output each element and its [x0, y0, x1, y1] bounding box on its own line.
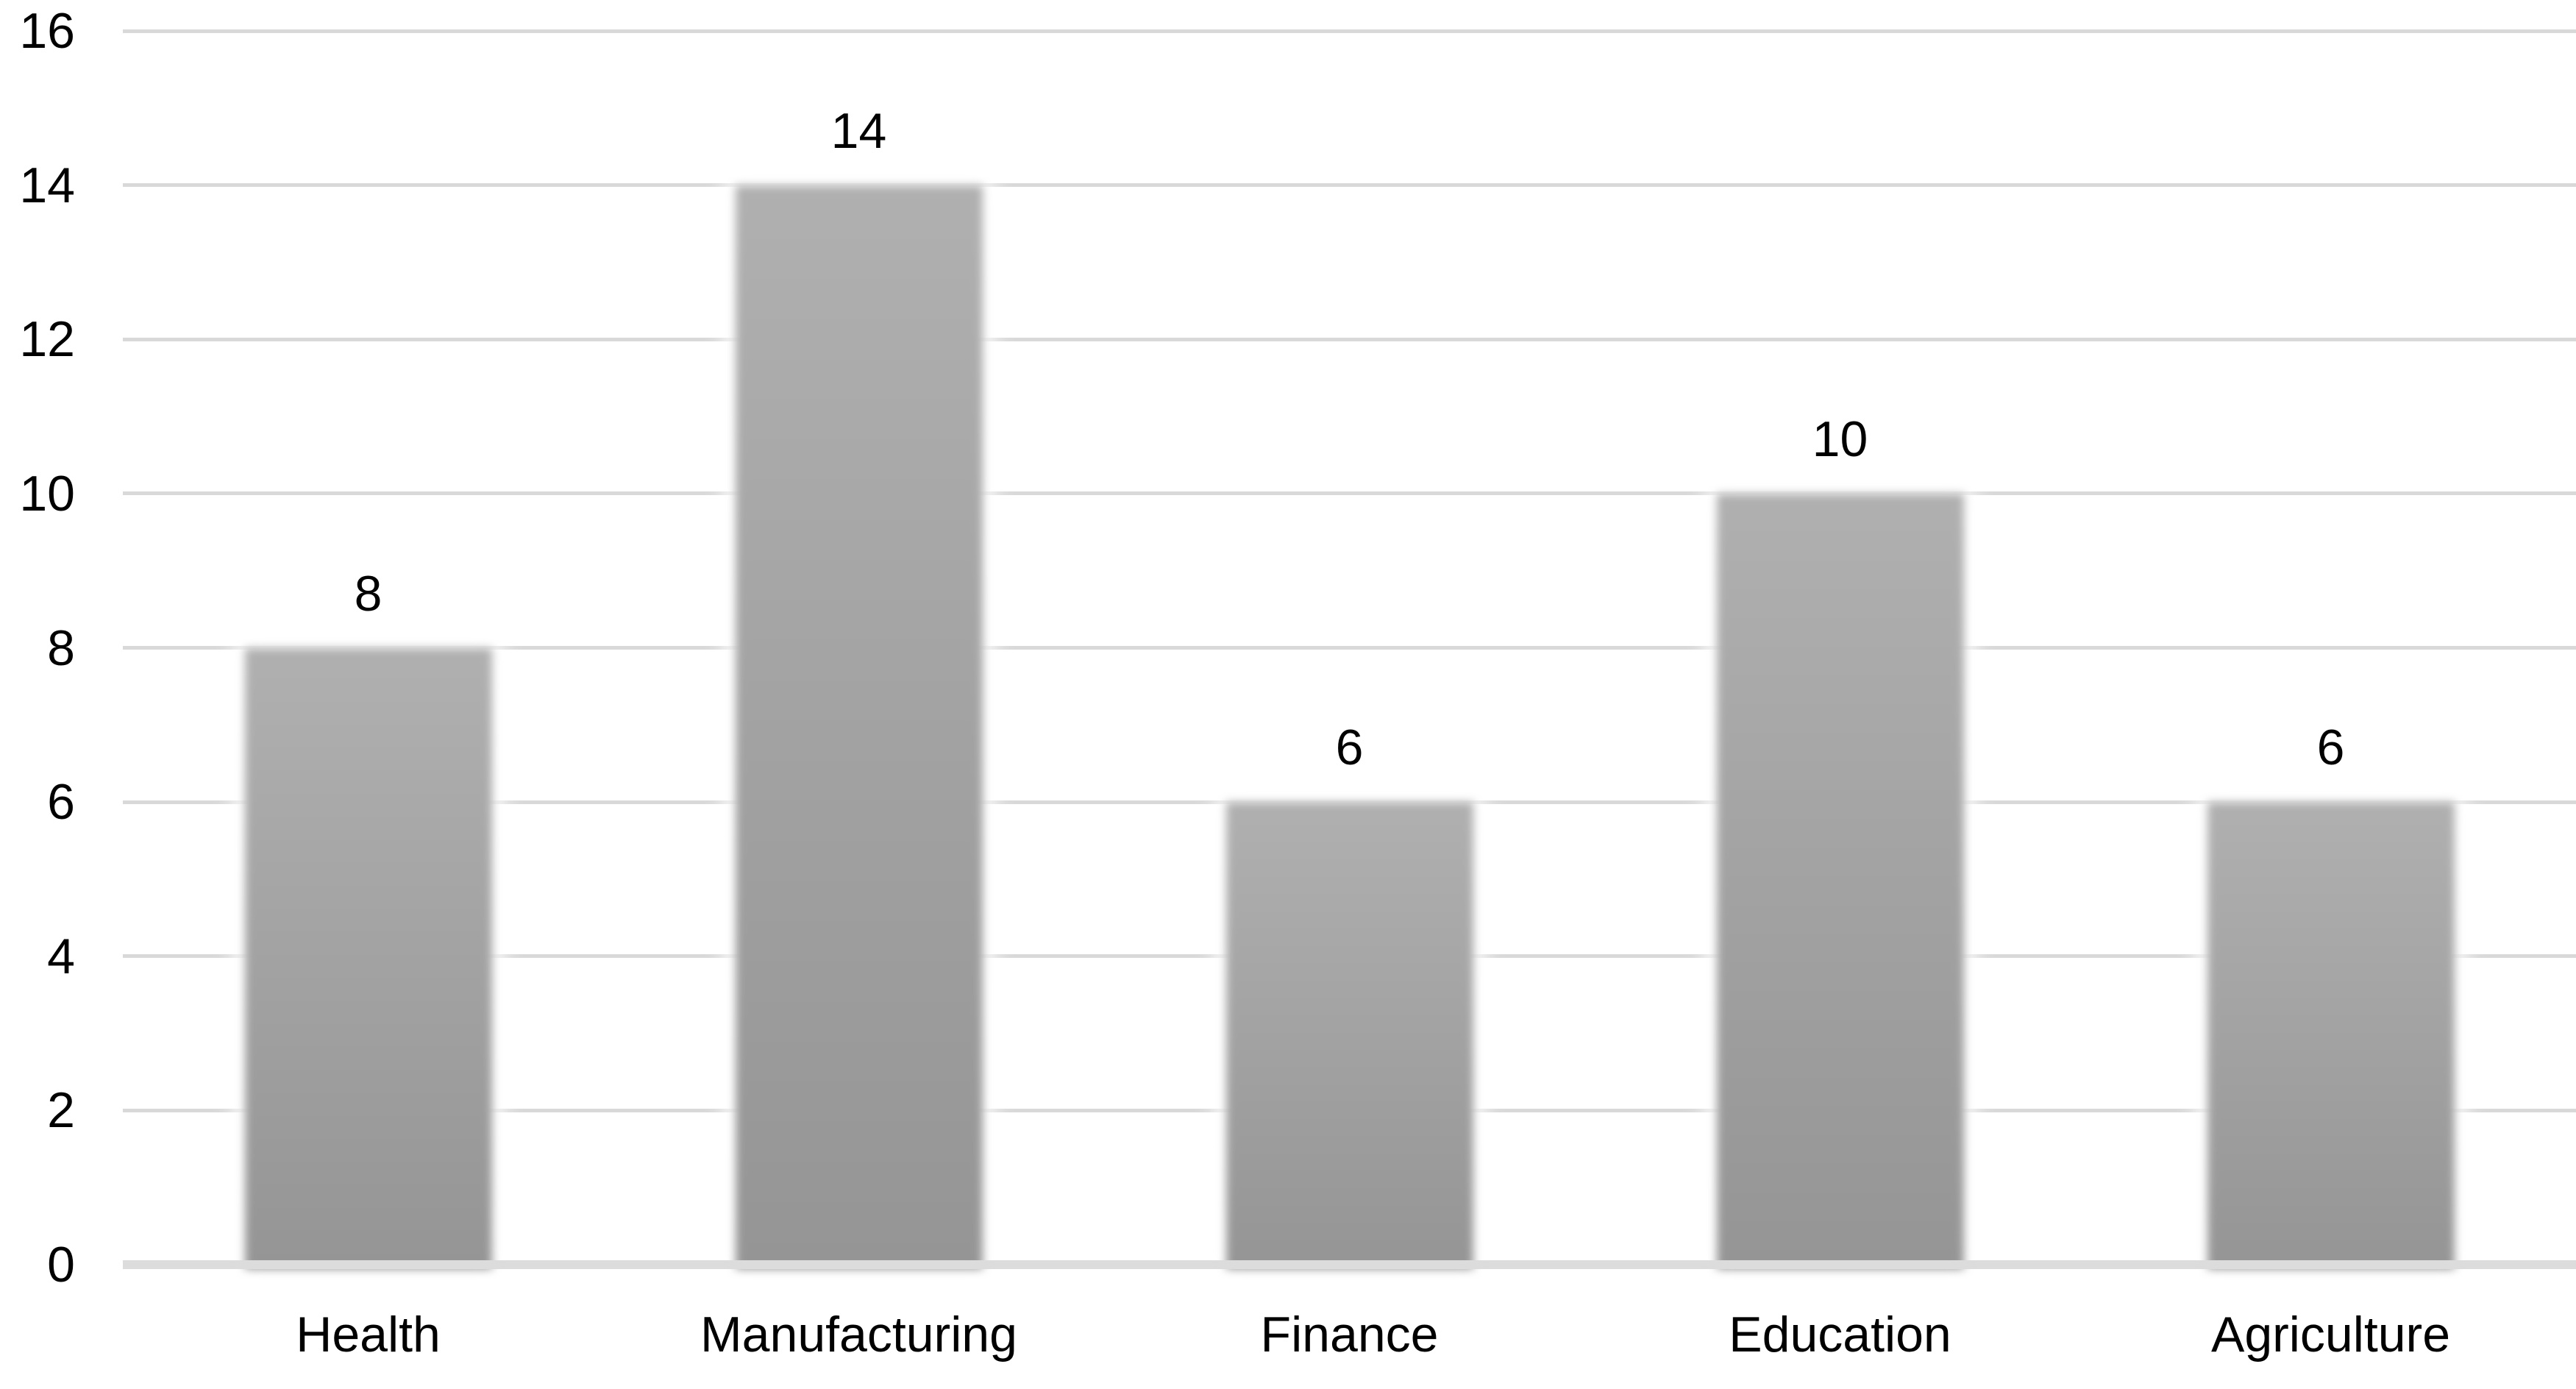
y-tick-label: 0 [47, 1237, 75, 1293]
category-label: Finance [1260, 1307, 1439, 1363]
bar-value-label: 10 [1812, 411, 1868, 467]
bar [244, 647, 492, 1269]
bar [735, 185, 983, 1269]
y-tick-label: 6 [47, 774, 75, 831]
gridline [123, 29, 2576, 33]
gridline [123, 491, 2576, 496]
x-axis-baseline [123, 1260, 2576, 1269]
category-label: Manufacturing [700, 1307, 1017, 1363]
bar-value-label: 14 [830, 102, 887, 159]
gridline [123, 646, 2576, 650]
y-tick-label: 14 [19, 157, 75, 213]
y-tick-label: 4 [47, 928, 75, 984]
bar-value-label: 6 [1335, 720, 1364, 776]
bar [1716, 493, 1964, 1269]
y-tick-label: 2 [47, 1082, 75, 1139]
category-label: Agriculture [2210, 1307, 2451, 1363]
gridline [123, 337, 2576, 341]
y-tick-label: 12 [19, 311, 75, 368]
y-tick-label: 8 [47, 619, 75, 676]
bar [1225, 802, 1473, 1269]
bar-value-label: 8 [354, 565, 383, 622]
bar [2207, 802, 2455, 1269]
category-label: Health [296, 1307, 441, 1363]
bar-value-label: 6 [2316, 720, 2345, 776]
category-label: Education [1729, 1307, 1951, 1363]
y-tick-label: 10 [19, 465, 75, 522]
y-tick-label: 16 [19, 3, 75, 59]
gridline [123, 183, 2576, 188]
